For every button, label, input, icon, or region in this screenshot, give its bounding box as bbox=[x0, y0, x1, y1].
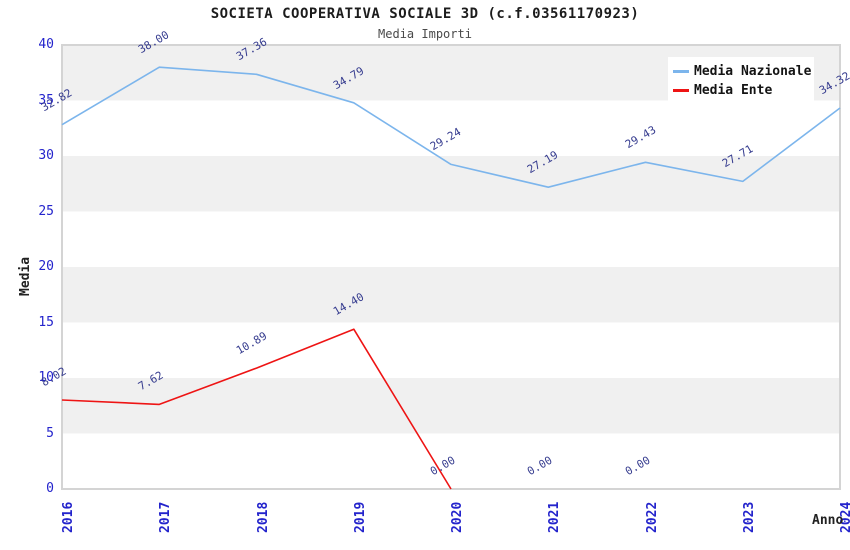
x-tick-label: 2019 bbox=[352, 501, 368, 533]
legend-label: Media Ente bbox=[694, 82, 773, 98]
x-axis-title: Anno bbox=[812, 513, 844, 528]
y-tick-label: 35 bbox=[38, 92, 54, 108]
plot-band bbox=[62, 322, 840, 378]
x-tick-label: 2017 bbox=[158, 501, 174, 533]
plot-band bbox=[62, 156, 840, 212]
x-tick-label: 2018 bbox=[255, 501, 271, 533]
chart-title: SOCIETA COOPERATIVA SOCIALE 3D (c.f.0356… bbox=[210, 6, 640, 22]
y-axis-title: Media bbox=[18, 256, 33, 296]
legend-item-media-ente: Media Ente bbox=[673, 81, 814, 99]
plot-band bbox=[62, 267, 840, 323]
y-tick-label: 0 bbox=[46, 481, 54, 496]
x-tick-label: 2021 bbox=[547, 501, 563, 533]
plot-band bbox=[62, 433, 840, 489]
y-tick-label: 20 bbox=[38, 259, 54, 274]
plot-band bbox=[62, 100, 840, 156]
legend-swatch-media-ente-icon bbox=[673, 88, 689, 92]
x-tick-label: 2016 bbox=[61, 501, 76, 533]
y-tick-label: 30 bbox=[38, 148, 54, 163]
y-tick-label: 40 bbox=[38, 37, 54, 52]
chart-subtitle: Media Importi bbox=[378, 27, 472, 41]
y-tick-label: 5 bbox=[46, 425, 54, 441]
plot-band bbox=[62, 378, 840, 434]
y-tick-label: 15 bbox=[38, 314, 54, 330]
y-tick-label: 25 bbox=[38, 203, 54, 219]
line-media-ente bbox=[61, 328, 452, 490]
x-tick-label: 2022 bbox=[644, 501, 660, 533]
line-media-nazionale bbox=[61, 66, 841, 188]
legend-item-media-nazionale: Media Nazionale bbox=[673, 62, 814, 80]
plot-band bbox=[62, 211, 840, 267]
y-tick-label: 10 bbox=[38, 370, 54, 385]
legend-label: Media Nazionale bbox=[694, 63, 812, 79]
legend-swatch-media-nazionale-icon bbox=[673, 69, 689, 73]
x-tick-label: 2023 bbox=[741, 501, 757, 533]
x-tick-label: 2020 bbox=[450, 501, 465, 533]
legend: Media Nazionale Media Ente bbox=[668, 57, 814, 101]
